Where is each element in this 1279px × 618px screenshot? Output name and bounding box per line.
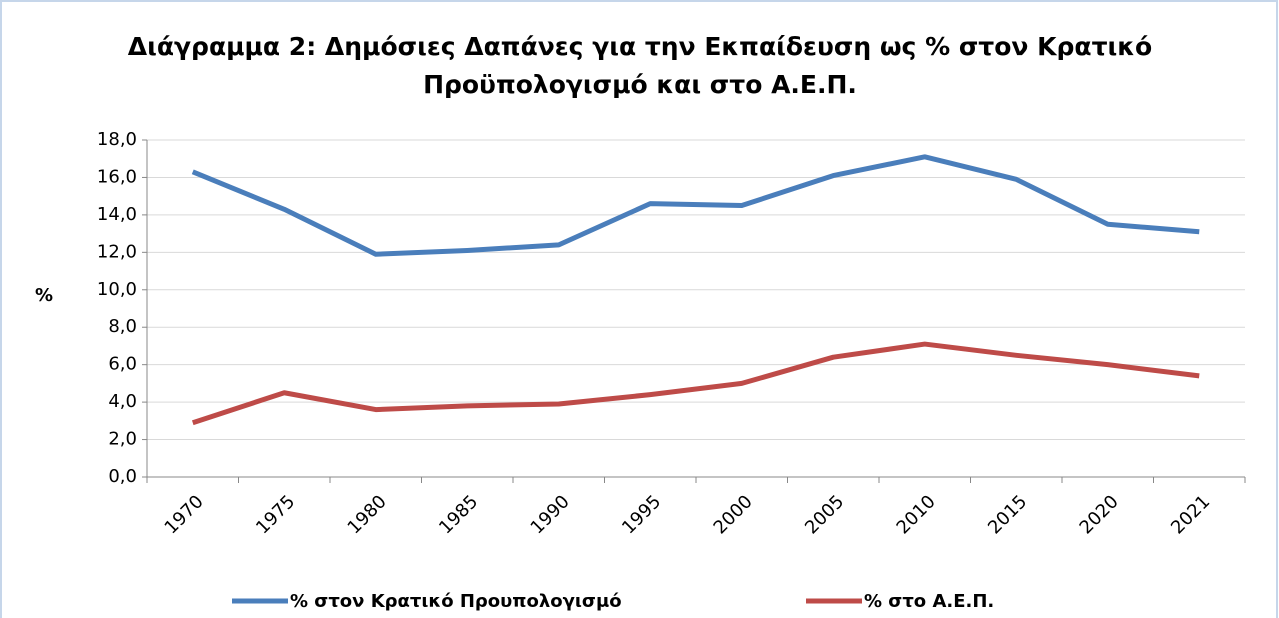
legend-label: % στο Α.Ε.Π. — [864, 591, 994, 612]
x-tick-label: 1970 — [161, 491, 208, 538]
y-tick-label: 4,0 — [108, 391, 137, 412]
x-tick-label: 2010 — [893, 491, 940, 538]
x-tick-label: 2000 — [710, 491, 757, 538]
y-tick-label: 2,0 — [108, 429, 137, 450]
y-tick-label: 8,0 — [108, 316, 137, 337]
y-tick-label: 6,0 — [108, 354, 137, 375]
legend-label: % στον Κρατικό Προυπολογισμό — [290, 591, 622, 612]
x-tick-label: 2020 — [1076, 491, 1123, 538]
y-tick-label: 14,0 — [97, 204, 137, 225]
y-tick-label: 10,0 — [97, 279, 137, 300]
x-tick-label: 2005 — [801, 491, 848, 538]
data-line — [191, 341, 1200, 426]
x-tick-label: 1995 — [618, 491, 665, 538]
chart-title: Διάγραμμα 2: Δημόσιες Δαπάνες για την Εκ… — [127, 32, 1153, 99]
y-tick-label: 18,0 — [97, 129, 137, 150]
y-tick-label: 12,0 — [97, 241, 137, 262]
y-axis-label: % — [35, 285, 53, 306]
y-tick-label: 16,0 — [97, 166, 137, 187]
x-tick-label: 2015 — [984, 491, 1031, 538]
x-tick-label: 2021 — [1167, 491, 1214, 538]
data-line — [191, 154, 1200, 257]
y-tick-label: 0,0 — [108, 466, 137, 487]
x-tick-label: 1980 — [344, 491, 391, 538]
x-tick-label: 1985 — [435, 491, 482, 538]
x-tick-label: 1975 — [252, 491, 299, 538]
x-tick-label: 1990 — [527, 491, 574, 538]
